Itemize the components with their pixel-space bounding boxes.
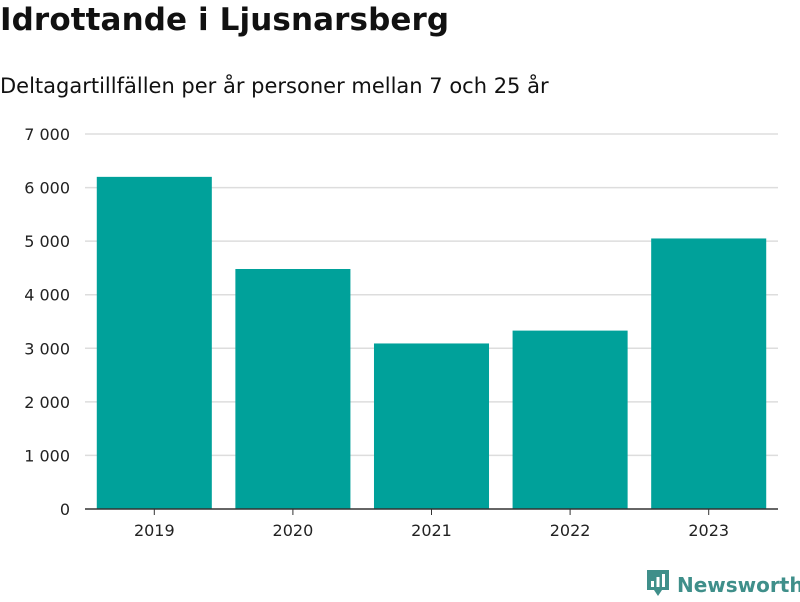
bar-2020	[235, 269, 351, 509]
y-tick-label: 3 000	[24, 339, 70, 358]
chart-title: Idrottande i Ljusnarsberg	[0, 2, 450, 38]
y-tick-label: 7 000	[24, 125, 70, 144]
x-tick-label: 2022	[550, 521, 591, 540]
x-tick-label: 2019	[134, 521, 175, 540]
y-tick-label: 4 000	[24, 286, 70, 305]
bar-2022	[512, 330, 628, 509]
x-tick-label: 2021	[411, 521, 452, 540]
y-tick-label: 0	[60, 500, 70, 519]
x-tick-label: 2023	[688, 521, 729, 540]
bar-2023	[651, 238, 767, 509]
brand-logo: Newsworthy	[645, 568, 800, 602]
bar-2021	[373, 343, 490, 509]
bar-2019	[96, 176, 212, 509]
y-tick-label: 2 000	[24, 393, 70, 412]
newsworthy-logo-icon	[645, 568, 671, 602]
y-tick-label: 1 000	[24, 446, 70, 465]
y-tick-label: 5 000	[24, 232, 70, 251]
chart-subtitle: Deltagartillfällen per år personer mella…	[0, 74, 549, 98]
brand-name: Newsworthy	[677, 573, 800, 597]
y-tick-label: 6 000	[24, 179, 70, 198]
x-tick-label: 2020	[273, 521, 314, 540]
